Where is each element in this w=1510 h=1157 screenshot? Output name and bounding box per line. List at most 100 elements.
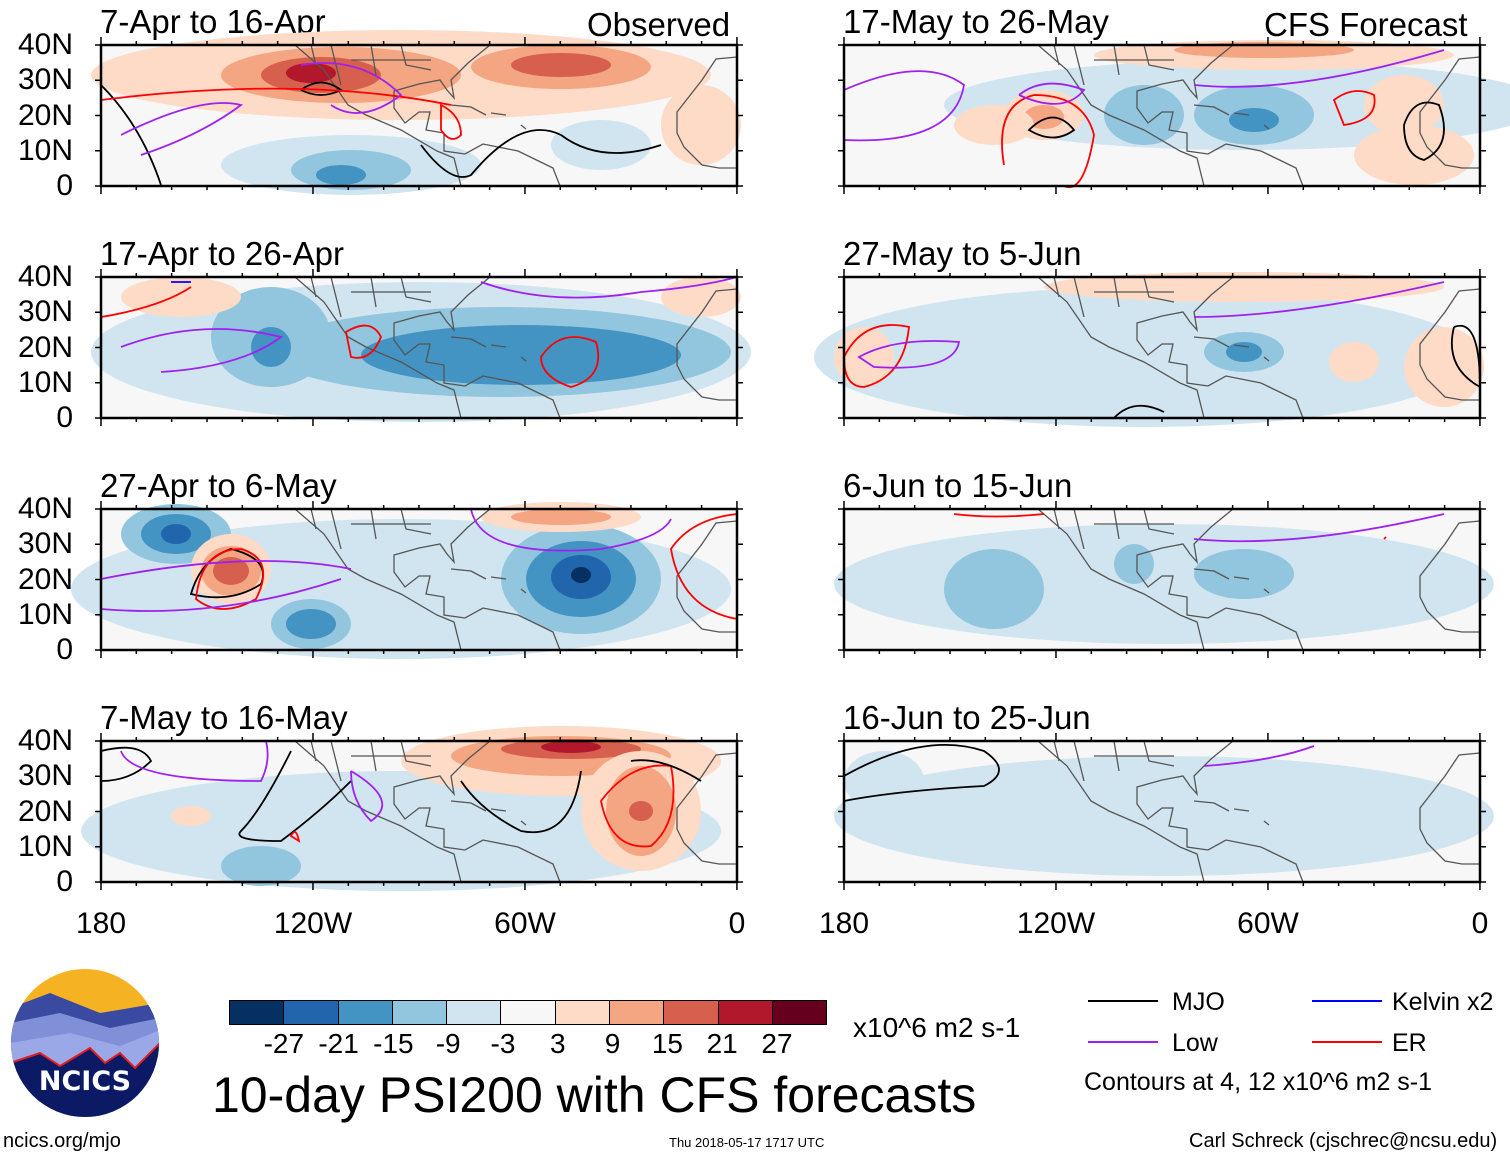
contour-line bbox=[100, 746, 153, 782]
contour-line bbox=[1001, 94, 1095, 189]
map-panel bbox=[838, 37, 1510, 194]
contour-line bbox=[470, 508, 672, 552]
colorbar-swatch bbox=[664, 1001, 719, 1024]
colorbar-swatch bbox=[230, 1001, 285, 1024]
anomaly-shading bbox=[1024, 105, 1064, 129]
panel-title: 17-Apr to 26-Apr bbox=[100, 235, 344, 272]
colorbar-swatch bbox=[772, 1001, 827, 1024]
coastline bbox=[310, 508, 432, 550]
legend-mjo-line bbox=[1088, 1000, 1158, 1002]
legend-er-line bbox=[1312, 1041, 1382, 1043]
anomaly-shading bbox=[571, 567, 591, 583]
coastline bbox=[1053, 44, 1175, 86]
x-tick-label: 120W bbox=[273, 907, 353, 940]
contour-line bbox=[843, 70, 965, 142]
contour-line bbox=[1383, 536, 1387, 540]
x-tick-label: 0 bbox=[728, 907, 746, 940]
coastline bbox=[450, 336, 527, 362]
observed-header: Observed bbox=[587, 6, 731, 43]
y-tick-label: 30N bbox=[17, 759, 73, 793]
site-link[interactable]: ncics.org/mjo bbox=[3, 1130, 121, 1152]
panel-title: 27-Apr to 6-May bbox=[100, 467, 337, 504]
map-panel bbox=[834, 501, 1494, 658]
coastline bbox=[1136, 740, 1304, 883]
contour-line bbox=[100, 84, 162, 186]
coastline bbox=[1193, 800, 1270, 826]
y-tick-label: 10N bbox=[17, 829, 73, 863]
y-tick-label: 0 bbox=[56, 401, 73, 434]
contour-line bbox=[1193, 281, 1445, 318]
coastline bbox=[393, 276, 561, 419]
anomaly-shading bbox=[661, 85, 741, 165]
coastline bbox=[1037, 276, 1205, 419]
coastline bbox=[1419, 520, 1481, 633]
colorbar-label: 3 bbox=[550, 1028, 566, 1059]
panel-title: 27-May to 5-Jun bbox=[843, 235, 1082, 272]
x-tick-label: 120W bbox=[1016, 907, 1096, 940]
coastline bbox=[1053, 740, 1175, 782]
colorbar bbox=[229, 1000, 828, 1025]
panel-title: 7-Apr to 16-Apr bbox=[100, 3, 326, 40]
contour-line bbox=[344, 324, 382, 359]
colorbar-swatch bbox=[392, 1001, 448, 1024]
contour-line bbox=[1018, 82, 1086, 105]
contour-line bbox=[600, 764, 675, 848]
y-tick-label: 20N bbox=[17, 562, 73, 596]
anomaly-shading bbox=[286, 63, 336, 83]
anomaly-shading bbox=[1114, 544, 1154, 584]
coastline bbox=[1136, 276, 1304, 419]
contour-line bbox=[120, 102, 244, 156]
timestamp: Thu 2018-05-17 1717 UTC bbox=[669, 1135, 825, 1150]
coastline bbox=[676, 752, 738, 865]
coastline bbox=[1419, 752, 1481, 865]
colorbar-swatch bbox=[610, 1001, 665, 1024]
y-tick-label: 40N bbox=[17, 724, 73, 757]
legend-low-line bbox=[1088, 1041, 1158, 1043]
anomaly-shading bbox=[361, 325, 681, 385]
contour-line bbox=[843, 743, 1000, 802]
coastline bbox=[676, 520, 738, 633]
y-tick-label: 20N bbox=[17, 330, 73, 364]
coastline bbox=[1193, 336, 1270, 362]
coastline bbox=[1419, 288, 1481, 401]
coastline bbox=[294, 276, 462, 419]
contour-line bbox=[420, 129, 662, 178]
map-panel bbox=[91, 269, 751, 426]
x-tick-label: 60W bbox=[494, 907, 556, 940]
anomaly-shading bbox=[551, 120, 651, 170]
contour-line bbox=[440, 103, 462, 140]
contour-line bbox=[843, 324, 910, 388]
colorbar-label: -9 bbox=[435, 1028, 461, 1059]
map-panel bbox=[834, 733, 1494, 890]
anomaly-shading bbox=[834, 524, 1494, 644]
panel-title: 7-May to 16-May bbox=[100, 699, 348, 736]
contour-line bbox=[1193, 513, 1445, 543]
svg-text:NCICS: NCICS bbox=[39, 1066, 131, 1097]
y-tick-label: 20N bbox=[17, 98, 73, 132]
y-tick-label: 10N bbox=[17, 597, 73, 631]
y-tick-label: 20N bbox=[17, 794, 73, 828]
anomaly-shading bbox=[1104, 85, 1184, 145]
contour-line bbox=[460, 770, 582, 834]
coastline bbox=[294, 44, 462, 187]
ncics-logo: NCICS bbox=[11, 969, 159, 1117]
coastline bbox=[1193, 568, 1270, 594]
colorbar-label: -27 bbox=[263, 1028, 305, 1059]
colorbar-label: -15 bbox=[373, 1028, 414, 1059]
anomaly-shading bbox=[1329, 342, 1379, 382]
coastline bbox=[676, 288, 738, 401]
contour-line bbox=[1193, 49, 1445, 88]
coastline bbox=[1037, 508, 1205, 651]
coastline bbox=[310, 740, 432, 782]
anomaly-shading bbox=[541, 741, 601, 753]
y-tick-label: 40N bbox=[17, 28, 73, 61]
anomaly-shading bbox=[661, 277, 741, 317]
contour-line bbox=[100, 87, 452, 106]
x-tick-label: 60W bbox=[1237, 907, 1299, 940]
colorbar-swatch bbox=[718, 1001, 773, 1024]
colorbar-label: -21 bbox=[318, 1028, 359, 1059]
contour-line bbox=[100, 286, 192, 318]
anomaly-shading bbox=[834, 327, 894, 387]
colorbar-swatch bbox=[284, 1001, 339, 1024]
coastline bbox=[450, 800, 527, 826]
